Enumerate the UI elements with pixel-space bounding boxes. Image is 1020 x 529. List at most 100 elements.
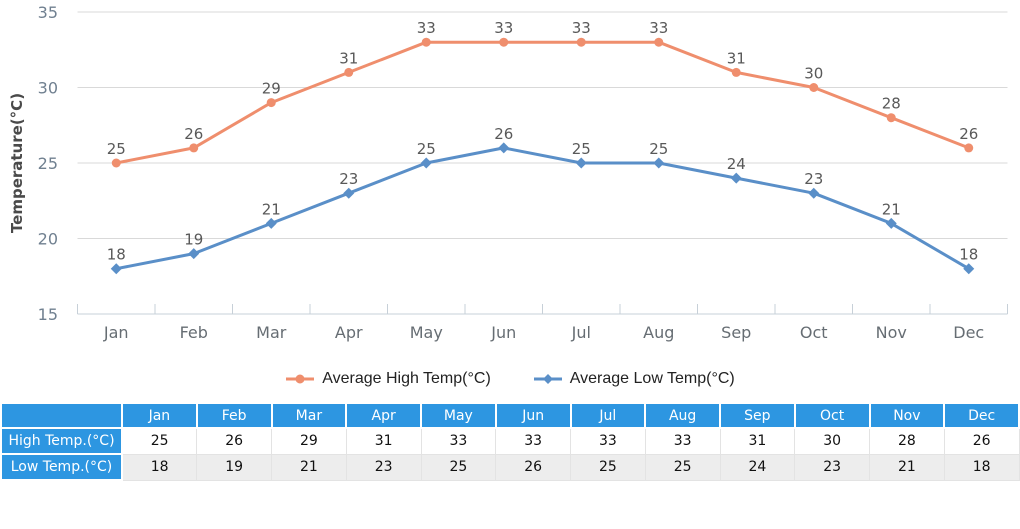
data-point-marker [576,37,586,47]
chart-legend: Average High Temp(°C) Average Low Temp(°… [0,363,1020,395]
data-point-marker [498,142,510,154]
data-point-marker [266,98,276,108]
data-point-marker [499,37,509,47]
month-header-cell: May [420,402,497,429]
temperature-value-cell: 25 [420,453,497,481]
x-axis-month-label: Aug [643,323,674,342]
data-point-label: 25 [107,140,126,158]
temperature-value-cell: 25 [644,453,721,481]
temperature-value-cell: 25 [570,453,646,481]
y-axis-tick-label: 30 [38,79,58,98]
data-point-label: 31 [339,49,358,67]
data-point-label: 18 [107,246,126,264]
x-axis-month-label: Nov [876,323,907,342]
month-header-cell: Nov [868,402,946,429]
month-header-cell: Mar [270,402,348,429]
legend-item-high-temp[interactable]: Average High Temp(°C) [285,370,491,388]
data-point-marker [420,157,432,169]
data-point-marker [575,157,587,169]
series-line-low [114,146,971,271]
table-header-row: Jan Feb Mar Apr May Jun Jul Aug Sep Oct Nov Dec [0,402,1020,429]
temperature-value-cell: 33 [644,427,721,455]
row-label-cell: Low Temp.(°C) [0,453,123,481]
temperature-value-cell: 21 [271,453,347,481]
legend-item-low-temp[interactable]: Average Low Temp(°C) [533,370,735,388]
data-point-marker [886,113,896,123]
table-corner-cell [0,402,123,429]
temperature-value-cell: 28 [869,427,945,455]
temperature-value-cell: 30 [794,427,870,455]
month-header-cell: Sep [719,402,796,429]
data-point-marker [343,187,355,199]
month-header-cell: Jan [121,402,198,429]
y-axis-title: Temperature(°C) [8,93,26,233]
high-temp-legend-marker-icon [286,374,315,384]
y-axis-tick-label: 35 [38,3,58,22]
data-point-marker [110,263,122,275]
data-point-label: 33 [417,19,436,37]
data-point-label: 28 [882,95,901,113]
data-point-marker [885,217,897,229]
x-axis-month-label: Mar [256,323,287,342]
temperature-value-cell: 19 [196,453,272,481]
temperature-value-cell: 31 [719,427,796,455]
temperature-value-cell: 33 [420,427,497,455]
data-point-marker [188,248,200,260]
legend-label-low-temp: Average Low Temp(°C) [569,370,735,387]
temperature-value-cell: 24 [719,453,796,481]
month-header-cell: Jun [494,402,572,429]
temperature-chart-area: 15 20 25 30 35 Jan Feb Mar Apr May Jun Jul Aug Sep Oct… [8,3,1008,342]
data-point-marker [731,67,741,77]
y-axis-tick-label: 25 [38,154,58,173]
x-axis-month-label: Sep [721,323,751,342]
data-point-label: 33 [494,19,513,37]
table-row: Low Temp.(°C) 18 19 21 23 25 26 25 25 24 23 21 18 [0,453,1020,481]
x-axis-month-label: Jun [490,323,516,342]
x-axis-month-label: Jul [571,323,591,342]
data-point-marker [265,217,277,229]
data-point-marker [421,37,431,47]
data-point-label: 23 [339,170,358,188]
x-axis-month-label: Jan [103,323,129,342]
data-point-label: 29 [262,80,281,98]
data-point-label: 24 [727,155,746,173]
temperature-value-cell: 33 [495,427,571,455]
temperature-value-cell: 25 [121,427,198,455]
temperature-value-cell: 23 [794,453,870,481]
temperature-value-cell: 26 [495,453,571,481]
data-point-label: 31 [727,49,746,67]
data-point-label: 21 [262,200,281,218]
x-axis-month-label: May [410,323,443,342]
row-label-cell: High Temp.(°C) [0,427,123,455]
x-axis-month-label: Feb [180,323,208,342]
data-point-marker [964,143,974,153]
data-point-marker [808,187,820,199]
data-point-label: 19 [184,231,203,249]
data-point-label: 33 [649,19,668,37]
temperature-value-cell: 31 [345,427,422,455]
monthly-temperature-table: Jan Feb Mar Apr May Jun Jul Aug Sep Oct Nov Dec High… [0,402,1020,481]
data-point-marker [189,143,199,153]
data-point-label: 25 [649,140,668,158]
x-axis-month-label: Apr [335,323,363,342]
data-point-marker [963,263,975,275]
data-point-marker [809,83,819,92]
data-point-label: 21 [882,200,901,218]
data-point-label: 26 [494,125,513,143]
month-header-cell: Jul [569,402,647,429]
temperature-value-cell: 21 [869,453,945,481]
data-point-label: 30 [804,65,823,83]
temperature-value-cell: 26 [196,427,272,455]
temperature-value-cell: 29 [271,427,347,455]
y-axis-tick-label: 20 [38,230,58,249]
y-axis-tick-label: 15 [38,305,58,324]
data-point-marker [653,157,665,169]
temperature-value-cell: 26 [943,427,1020,455]
data-point-marker [344,67,354,77]
data-point-marker [654,37,664,47]
temperature-line-chart: 15 20 25 30 35 Jan Feb Mar Apr May Jun Jul Aug Sep Oct… [8,3,1008,342]
data-point-label: 18 [959,246,978,264]
data-point-label: 25 [417,140,436,158]
temperature-value-cell: 33 [570,427,646,455]
